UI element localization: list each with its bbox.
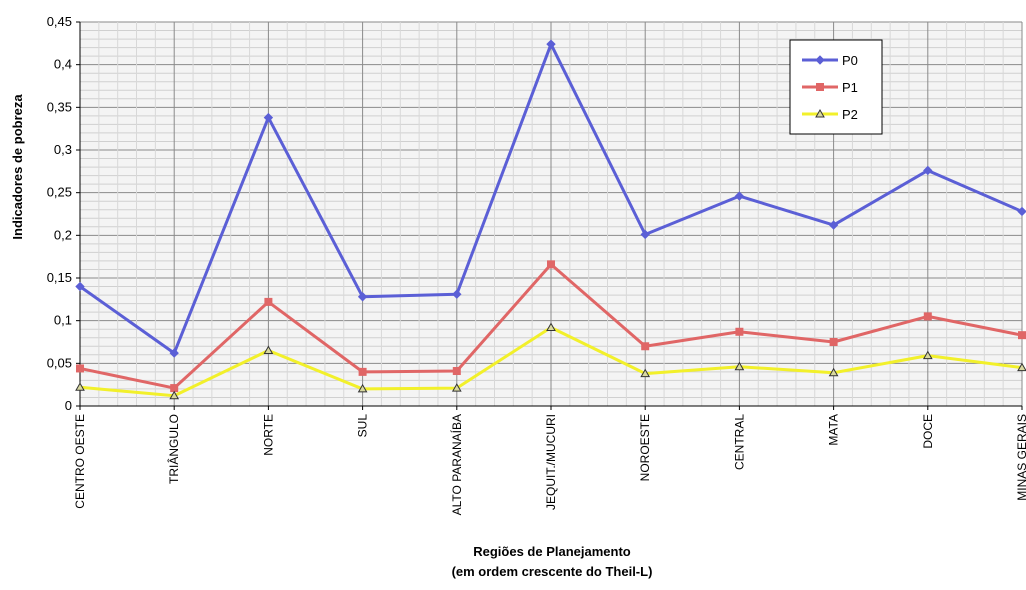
data-point <box>170 384 179 393</box>
legend-item-p2: P2 <box>802 107 858 122</box>
series-p1 <box>76 260 1026 393</box>
y-tick-label: 0,2 <box>54 227 72 242</box>
data-point <box>451 383 462 392</box>
legend-label: P0 <box>842 53 858 68</box>
y-tick-label: 0,4 <box>54 57 72 72</box>
data-point <box>922 350 933 360</box>
y-tick-label: 0,05 <box>47 355 72 370</box>
data-point <box>735 327 744 336</box>
data-point <box>923 165 933 176</box>
data-point <box>264 297 273 306</box>
x-tick-label: MATA <box>827 414 841 446</box>
data-point <box>263 345 274 355</box>
data-point <box>546 39 556 49</box>
x-tick-label: NORTE <box>261 414 275 456</box>
data-point <box>641 342 650 351</box>
data-point <box>734 361 745 371</box>
y-tick-label: 0,15 <box>47 270 72 285</box>
data-point <box>357 383 368 393</box>
x-tick-label: CENTRAL <box>732 414 746 470</box>
series-p0 <box>75 39 1026 358</box>
y-axis-title: Indicadores de pobreza <box>10 94 25 240</box>
data-point <box>76 364 84 373</box>
data-point <box>547 260 555 269</box>
y-tick-label: 0 <box>65 398 72 413</box>
y-tick-label: 0,3 <box>54 142 72 157</box>
legend: P0 P1 P2 <box>789 39 883 135</box>
x-tick-label: CENTRO OESTE <box>73 414 87 509</box>
y-tick-label: 0,35 <box>47 99 72 114</box>
data-point <box>640 229 650 240</box>
data-point <box>358 367 367 376</box>
data-point <box>1018 331 1026 340</box>
series-p2 <box>75 322 1026 400</box>
data-point <box>357 292 368 302</box>
legend-label: P1 <box>842 80 858 95</box>
data-point <box>452 289 462 299</box>
x-axis-title: Regiões de Planejamento <box>473 544 631 559</box>
data-point <box>1017 362 1026 372</box>
x-tick-label: DOCE <box>921 414 935 449</box>
y-tick-label: 0,1 <box>54 313 72 328</box>
data-point <box>546 322 556 331</box>
data-point <box>828 220 839 230</box>
x-tick-label: SUL <box>356 414 370 438</box>
data-point <box>815 55 825 65</box>
data-point <box>169 348 179 358</box>
y-tick-label: 0,45 <box>47 14 72 29</box>
x-axis-subtitle: (em ordem crescente do Theil-L) <box>452 564 653 579</box>
data-point <box>1017 206 1026 217</box>
x-tick-label: MINAS GERAIS <box>1015 414 1026 501</box>
legend-item-p0: P0 <box>802 53 858 68</box>
data-point <box>816 83 824 91</box>
data-point <box>263 112 274 123</box>
series-layer <box>75 39 1026 400</box>
legend-item-p1: P1 <box>802 80 858 95</box>
x-tick-label: JEQUIT./MUCURI <box>544 414 558 510</box>
x-tick-label: NOROESTE <box>638 414 652 481</box>
axis-layer: 0 0,05 0,1 0,15 0,2 0,25 0,3 0,35 0,4 0,45 CENTRO … <box>47 14 1026 515</box>
data-point <box>75 382 85 391</box>
data-point <box>828 367 839 377</box>
data-point <box>923 312 932 321</box>
data-point <box>452 367 461 376</box>
data-point <box>829 338 838 346</box>
data-point <box>75 281 85 292</box>
data-point <box>734 191 745 201</box>
y-tick-label: 0,25 <box>47 185 72 200</box>
data-point <box>169 390 180 400</box>
x-tick-label: ALTO PARANAÍBA <box>449 414 464 515</box>
x-tick-label: TRIÂNGULO <box>166 414 181 484</box>
data-point <box>815 108 825 118</box>
data-point <box>640 368 651 378</box>
legend-label: P2 <box>842 107 858 122</box>
